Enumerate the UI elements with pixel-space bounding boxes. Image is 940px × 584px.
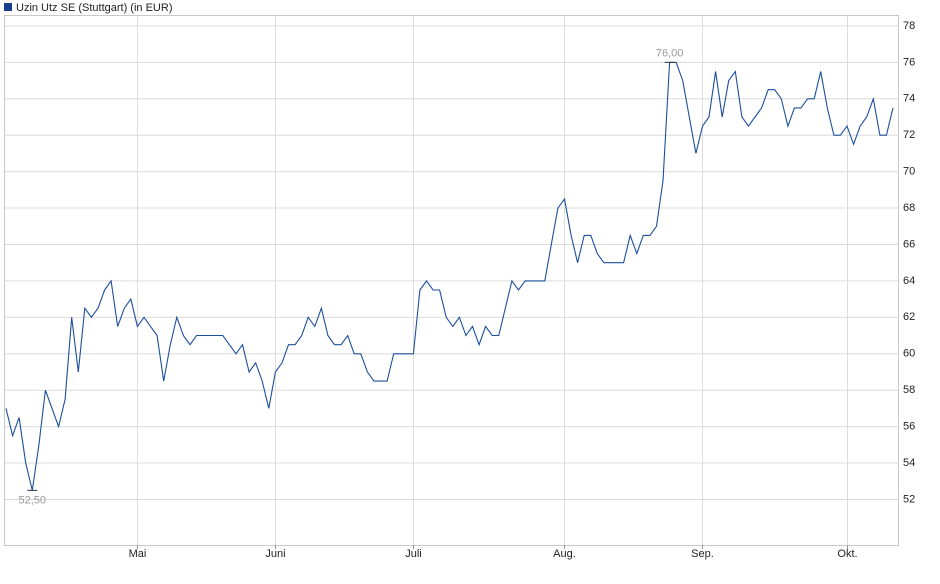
x-tick-label: Mai bbox=[129, 548, 147, 560]
value-label: 52,50 bbox=[19, 494, 47, 506]
value-label: 76,00 bbox=[656, 47, 684, 59]
legend-label: Uzin Utz SE (Stuttgart) (in EUR) bbox=[16, 2, 172, 14]
x-tick-label: Aug. bbox=[553, 548, 576, 560]
price-line bbox=[5, 61, 894, 491]
y-tick-label: 62 bbox=[903, 311, 915, 323]
y-tick-label: 64 bbox=[903, 275, 915, 287]
x-tick-label: Sep. bbox=[691, 548, 714, 560]
x-tick-label: Juni bbox=[265, 548, 285, 560]
y-tick-label: 76 bbox=[903, 56, 915, 68]
y-tick-label: 52 bbox=[903, 493, 915, 505]
y-tick-label: 72 bbox=[903, 129, 915, 141]
y-tick-label: 60 bbox=[903, 348, 915, 360]
y-tick-label: 74 bbox=[903, 93, 915, 105]
y-tick-label: 78 bbox=[903, 20, 915, 32]
x-tick-label: Okt. bbox=[837, 548, 857, 560]
y-tick-label: 68 bbox=[903, 202, 915, 214]
y-tick-label: 70 bbox=[903, 166, 915, 178]
legend-swatch bbox=[4, 3, 12, 11]
x-tick-label: Juli bbox=[405, 548, 422, 560]
y-tick-label: 56 bbox=[903, 421, 915, 433]
y-tick-label: 54 bbox=[903, 457, 915, 469]
y-tick-label: 66 bbox=[903, 238, 915, 250]
y-tick-label: 58 bbox=[903, 384, 915, 396]
